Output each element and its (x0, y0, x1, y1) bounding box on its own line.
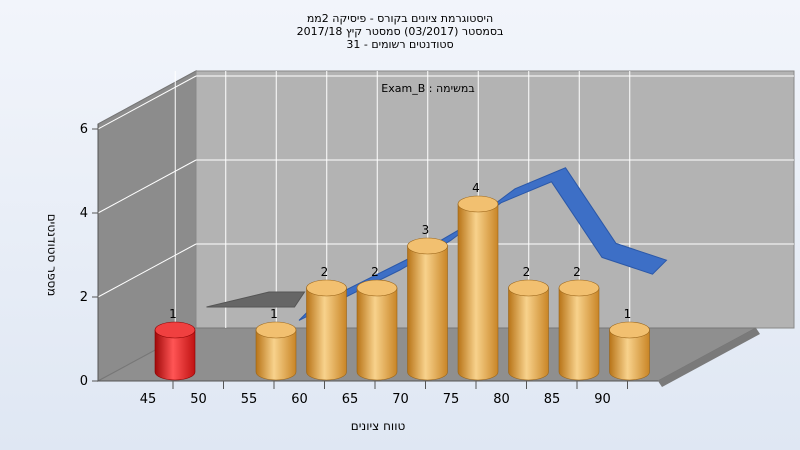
bar-top (457, 195, 499, 213)
x-tick-label: 60 (291, 392, 308, 407)
histogram-bar (356, 279, 398, 381)
bar-top (558, 279, 600, 297)
x-tick-label: 65 (342, 392, 359, 407)
bar-data-label: 1 (270, 307, 278, 321)
histogram-bar (154, 321, 196, 381)
x-tick-label: 90 (594, 392, 611, 407)
x-tick-label: 75 (443, 392, 460, 407)
bar-data-label: 2 (523, 265, 531, 279)
bar-body (255, 329, 297, 381)
floor-edge (658, 328, 760, 387)
x-tick-label: 45 (140, 392, 157, 407)
x-tick-label: 55 (241, 392, 258, 407)
bar-top (508, 279, 549, 297)
bar-body (306, 287, 347, 381)
chart-title-line-2: בסמסטר (03/2017) סמסטר קיץ 2017/18 (296, 25, 504, 38)
chart-title-line-3: סטודנטים רשומים - 31 (346, 38, 454, 51)
bar-body (558, 287, 600, 381)
zero-slab (206, 291, 306, 308)
y-tick-label: 2 (80, 290, 88, 305)
bar-data-label: 3 (422, 223, 430, 237)
chart-title-line-1: היסטוגרמת ציונים בקורס - פיסיקה 2ממ (306, 12, 494, 25)
bar-data-label: 2 (371, 265, 379, 279)
bar-body (407, 245, 448, 381)
bar-top (306, 279, 347, 297)
y-tick-label: 4 (80, 206, 88, 221)
bar-body (457, 203, 499, 381)
x-tick-label: 50 (190, 392, 207, 407)
x-tick-label: 80 (493, 392, 510, 407)
histogram-bar (558, 279, 600, 381)
bar-data-label: 4 (472, 181, 480, 195)
gridline-side (97, 75, 197, 130)
bar-body (508, 287, 549, 381)
histogram-bar (457, 195, 499, 381)
bar-top (407, 237, 448, 255)
bar-top (154, 321, 196, 339)
histogram-bar (255, 321, 297, 381)
gridline-side (97, 243, 197, 298)
x-tick-label: 85 (544, 392, 561, 407)
x-axis-label: טווח ציונים (351, 419, 406, 433)
bar-data-label: 2 (573, 265, 581, 279)
bar-body (609, 329, 650, 381)
bar-data-label: 1 (624, 307, 632, 321)
histogram-bar (306, 279, 347, 381)
bar-top (255, 321, 297, 339)
gridline-side (97, 159, 197, 214)
bar-body (356, 287, 398, 381)
bar-data-label: 2 (321, 265, 329, 279)
bar-top (609, 321, 650, 339)
chart-annotation: במשימה : Exam_B (381, 82, 474, 95)
y-axis-label: מספר סטודנטים (45, 214, 59, 297)
histogram-bar (609, 321, 650, 381)
y-tick-label: 0 (80, 374, 88, 389)
histogram-bar (508, 279, 549, 381)
x-tick-label: 70 (392, 392, 409, 407)
bar-top (356, 279, 398, 297)
bar-body (154, 329, 196, 381)
y-tick-label: 6 (80, 122, 88, 137)
histogram-bar (407, 237, 448, 381)
bar-data-label: 1 (169, 307, 177, 321)
